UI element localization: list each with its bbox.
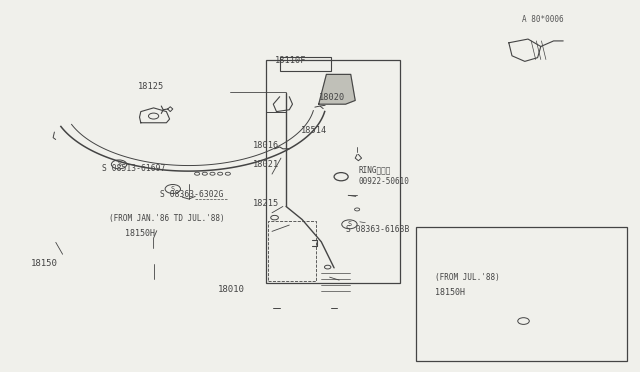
- Bar: [266, 60, 400, 283]
- Text: 18110F: 18110F: [275, 56, 307, 65]
- Text: RINGリング: RINGリング: [358, 166, 391, 174]
- Text: 18150: 18150: [31, 259, 58, 267]
- Text: 18215: 18215: [253, 199, 279, 208]
- Text: 18010: 18010: [218, 285, 244, 294]
- Text: 18150H: 18150H: [435, 288, 465, 297]
- Bar: [416, 227, 627, 361]
- Bar: [280, 57, 331, 71]
- Text: S 08363-6163B: S 08363-6163B: [346, 225, 409, 234]
- Text: 18016: 18016: [253, 141, 279, 150]
- Text: 18514: 18514: [301, 126, 327, 135]
- Text: S: S: [348, 221, 351, 227]
- Text: A 80*0006: A 80*0006: [522, 15, 563, 24]
- Text: 18020: 18020: [319, 93, 345, 102]
- Text: S 08513-61697: S 08513-61697: [102, 164, 166, 173]
- Bar: [268, 221, 316, 281]
- Text: S 08363-6302G: S 08363-6302G: [160, 190, 223, 199]
- Text: S: S: [117, 161, 121, 167]
- Text: (FROM JAN.'86 TD JUL.'88): (FROM JAN.'86 TD JUL.'88): [109, 214, 225, 223]
- Text: (FROM JUL.'88): (FROM JUL.'88): [435, 273, 500, 282]
- Text: 18125: 18125: [138, 82, 164, 91]
- Text: 00922-50610: 00922-50610: [358, 177, 409, 186]
- Polygon shape: [319, 74, 355, 104]
- Text: 18021: 18021: [253, 160, 279, 169]
- Text: S: S: [171, 186, 175, 192]
- Text: 18150H: 18150H: [125, 229, 155, 238]
